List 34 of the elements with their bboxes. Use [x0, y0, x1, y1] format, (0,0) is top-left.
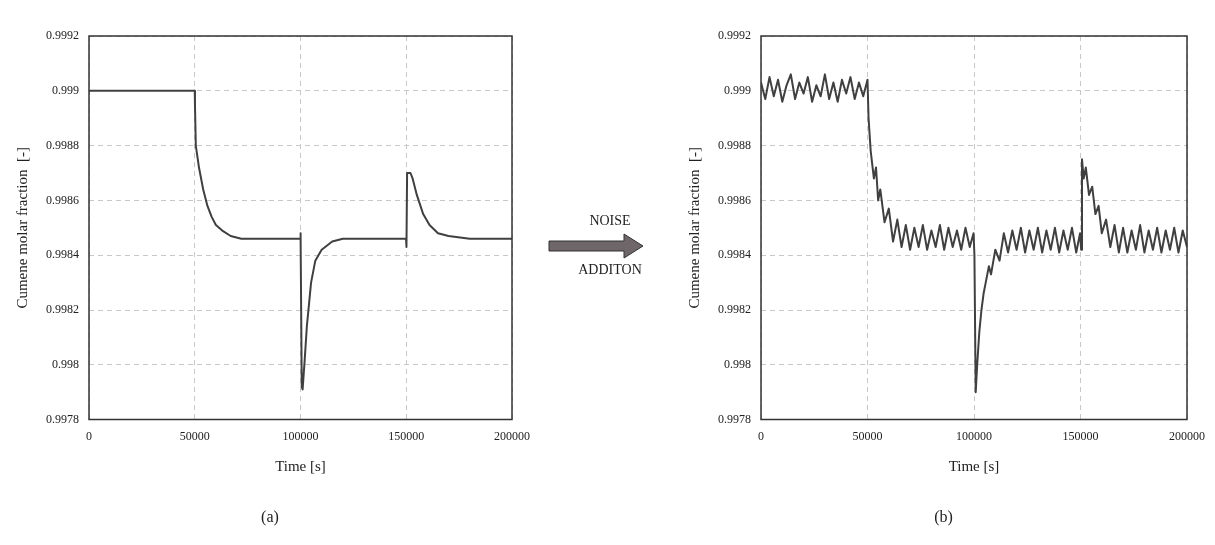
y-tick-label: 0.9982 — [46, 302, 79, 317]
y-tick-label: 0.9986 — [718, 192, 751, 207]
y-tick-label: 0.9986 — [46, 192, 79, 207]
y-tick-label: 0.9984 — [46, 247, 79, 262]
x-tick-label: 100000 — [956, 428, 992, 443]
x-tick-label: 200000 — [1169, 428, 1205, 443]
y-tick-label: 0.998 — [724, 356, 751, 371]
x-tick-label: 0 — [758, 428, 764, 443]
x-tick-label: 100000 — [282, 428, 319, 443]
x-tick-label: 50000 — [179, 428, 210, 443]
y-axis-title: Cumene molar fraction [-] — [13, 147, 30, 309]
y-axis-title: Cumene molar fraction [-] — [685, 147, 702, 309]
y-tick-label: 0.9988 — [46, 137, 79, 152]
x-axis-title: Time [s] — [948, 457, 1000, 474]
y-tick-label: 0.9992 — [46, 28, 79, 43]
x-tick-label: 150000 — [388, 428, 425, 443]
y-tick-label: 0.998 — [52, 356, 79, 371]
y-tick-label: 0.9992 — [718, 28, 751, 43]
x-tick-label: 50000 — [852, 428, 883, 443]
text: NOISE — [588, 213, 632, 229]
x-tick-label: 150000 — [1062, 428, 1099, 443]
y-tick-label: 0.9982 — [718, 302, 751, 317]
x-tick-label: 0 — [86, 428, 92, 443]
y-tick-label: 0.9978 — [718, 411, 751, 426]
text: (b) — [933, 508, 954, 526]
y-tick-label: 0.999 — [724, 82, 751, 97]
text: (a) — [260, 508, 280, 526]
x-tick-label: 200000 — [494, 428, 530, 443]
y-tick-label: 0.9984 — [718, 247, 751, 262]
x-axis-title: Time [s] — [275, 457, 326, 474]
text: ADDITON — [577, 262, 643, 278]
y-tick-label: 0.9978 — [46, 411, 79, 426]
y-tick-label: 0.9988 — [718, 137, 751, 152]
y-tick-label: 0.999 — [52, 82, 79, 97]
